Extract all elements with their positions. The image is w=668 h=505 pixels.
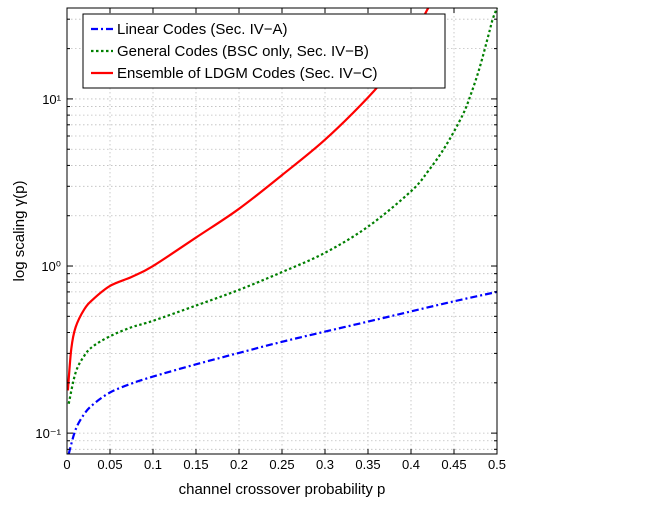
legend: Linear Codes (Sec. IV−A) General Codes (B…: [82, 13, 446, 89]
x-tick-label: 0.35: [355, 457, 380, 472]
axis-ticks: 0 0.05 0.1 0.15 0.2 0.25 0.3 0.35 0.4 0.45 0.5 10⁻¹…: [35, 8, 506, 472]
legend-label-3: Ensemble of LDGM Codes (Sec. IV−C): [117, 65, 378, 82]
series-line-1: [67, 290, 498, 455]
legend-label-2: General Codes (BSC only, Sec. IV−B): [117, 43, 369, 60]
y-tick-label: 10¹: [42, 92, 61, 107]
x-tick-label: 0.25: [269, 457, 294, 472]
series-line-2: [67, 7, 499, 404]
legend-label-1: Linear Codes (Sec. IV−A): [117, 21, 288, 38]
x-tick-label: 0.15: [183, 457, 208, 472]
x-axis-label: channel crossover probability p: [179, 481, 386, 498]
x-tick-label: 0.2: [230, 457, 248, 472]
legend-box: [82, 13, 446, 89]
x-tick-label: 0.5: [488, 457, 506, 472]
y-tick-label: 10⁰: [41, 259, 61, 274]
x-tick-label: 0.45: [441, 457, 466, 472]
x-tick-label: 0: [63, 457, 70, 472]
y-tick-label: 10⁻¹: [35, 426, 61, 441]
x-tick-label: 0.3: [316, 457, 334, 472]
x-tick-label: 0.4: [402, 457, 420, 472]
x-tick-label: 0.05: [97, 457, 122, 472]
x-tick-label: 0.1: [144, 457, 162, 472]
y-axis-label: log scaling γ(p): [11, 181, 28, 282]
